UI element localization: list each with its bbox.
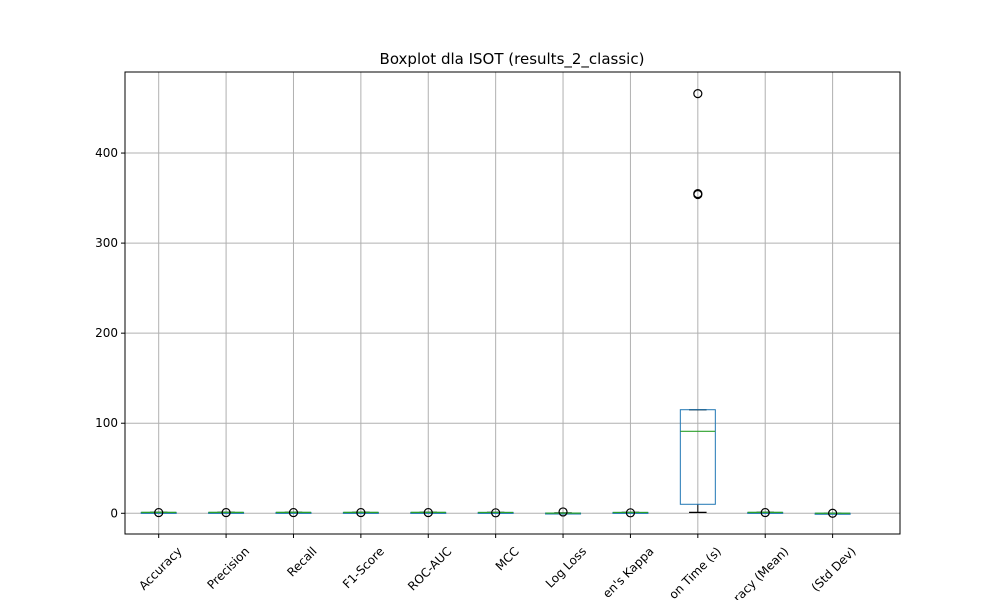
- outlier-point: [356, 507, 366, 518]
- outlier-point: [423, 507, 433, 518]
- outlier-point: [693, 188, 703, 199]
- x-tick-label: Recall: [284, 544, 319, 579]
- y-tick-label: 0: [110, 506, 118, 520]
- outlier-point: [693, 89, 703, 99]
- box-layer: [140, 89, 851, 518]
- y-tick-label: 100: [95, 416, 118, 430]
- x-tick-label: racy (Mean): [731, 544, 792, 600]
- y-tick-label: 400: [95, 146, 118, 160]
- box: [679, 409, 716, 505]
- outlier-point: [491, 508, 501, 518]
- outlier-point: [558, 507, 568, 517]
- y-tick-label: 200: [95, 326, 118, 340]
- grid-layer: [125, 72, 900, 534]
- outlier-point: [288, 507, 299, 518]
- x-tick-label: Log Loss: [543, 544, 589, 590]
- x-tick-label: MCC: [493, 544, 522, 573]
- outlier-point: [154, 507, 164, 518]
- chart-title: Boxplot dla ISOT (results_2_classic): [380, 50, 645, 69]
- outlier-point: [760, 507, 770, 518]
- x-tick-label: Accuracy: [136, 544, 185, 593]
- outlier-point: [625, 508, 636, 518]
- x-tick-label: en's Kappa: [600, 544, 657, 600]
- plot-frame: [124, 71, 901, 535]
- outlier-point: [221, 507, 231, 518]
- outlier-point: [828, 508, 838, 518]
- axis-layer: 0 100 200 300 400 Accuracy Precision Recall F1-S…: [95, 146, 859, 604]
- y-tick-label: 300: [95, 236, 118, 250]
- x-tick-label: on Time (s): [666, 544, 724, 600]
- x-tick-label: Precision: [204, 544, 252, 592]
- x-tick-label: F1-Score: [340, 544, 387, 591]
- x-tick-label: (Std Dev): [809, 544, 859, 594]
- x-tick-label: ROC-AUC: [405, 544, 454, 593]
